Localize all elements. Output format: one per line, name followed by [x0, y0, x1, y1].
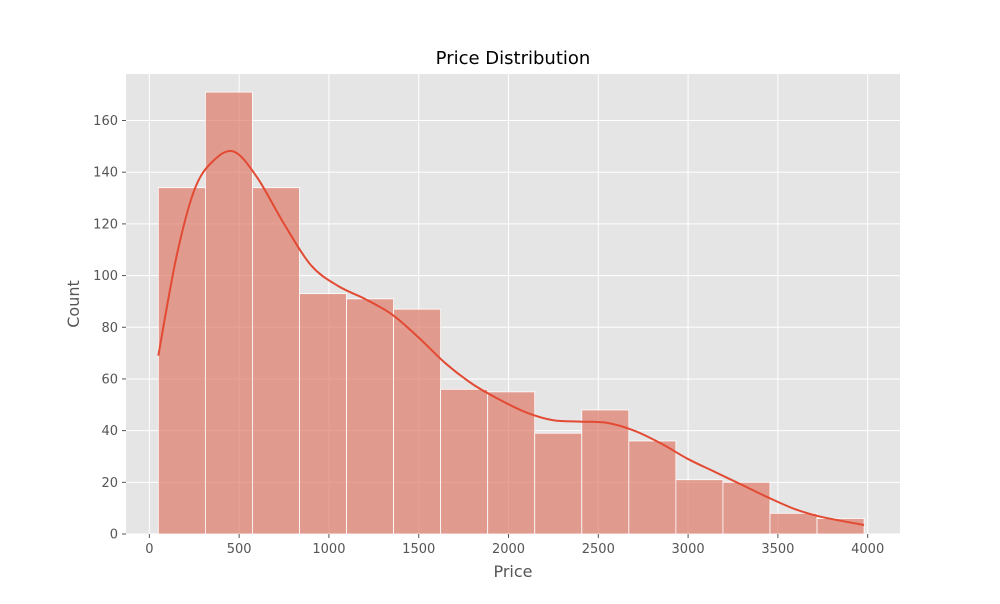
y-tick-label: 140	[93, 166, 118, 181]
histogram-bar	[534, 432, 583, 535]
histogram-bar	[157, 187, 206, 535]
x-tick-label: 2500	[582, 542, 615, 557]
y-tick-label: 20	[101, 476, 118, 491]
histogram-bar	[252, 187, 300, 535]
x-tick-label: 0	[145, 542, 153, 557]
histogram-bar	[346, 298, 394, 535]
chart-title: Price Distribution	[436, 48, 591, 69]
y-tick-label: 80	[101, 321, 118, 336]
x-tick-label: 1500	[402, 542, 435, 557]
histogram-bar	[487, 391, 536, 535]
x-tick-label: 3500	[761, 542, 794, 557]
kde-line	[157, 149, 865, 526]
histogram-bar	[204, 91, 253, 535]
y-tick-label: 40	[101, 424, 118, 439]
x-tick-label: 1000	[312, 542, 345, 557]
y-tick-label: 0	[110, 528, 118, 543]
y-tick-label: 60	[101, 372, 118, 387]
histogram-bar	[769, 512, 818, 535]
x-tick-label: 500	[227, 542, 252, 557]
x-tick-label: 4000	[851, 542, 884, 557]
y-axis-ticks: 0 20 40 60 80 100 120 140 160	[93, 114, 126, 543]
histogram-bar	[722, 481, 771, 535]
histogram-bar	[581, 409, 630, 535]
x-tick-label: 2000	[492, 542, 525, 557]
x-axis-ticks: 0 500 1000 1500 2000 2500 3000 3500 4000	[145, 534, 884, 557]
y-tick-label: 120	[93, 217, 118, 232]
x-axis-label: Price	[493, 562, 532, 581]
kde-curve-group	[157, 149, 865, 526]
x-tick-label: 3000	[672, 542, 705, 557]
histogram-bar	[675, 479, 724, 535]
histogram-bar	[299, 293, 347, 535]
bars	[157, 91, 865, 535]
y-axis-label: Count	[64, 280, 83, 328]
histogram-bar	[628, 440, 677, 535]
y-tick-label: 100	[93, 269, 118, 284]
y-tick-label: 160	[93, 114, 118, 129]
histogram-bar	[393, 308, 442, 535]
histogram-bar	[440, 388, 489, 535]
